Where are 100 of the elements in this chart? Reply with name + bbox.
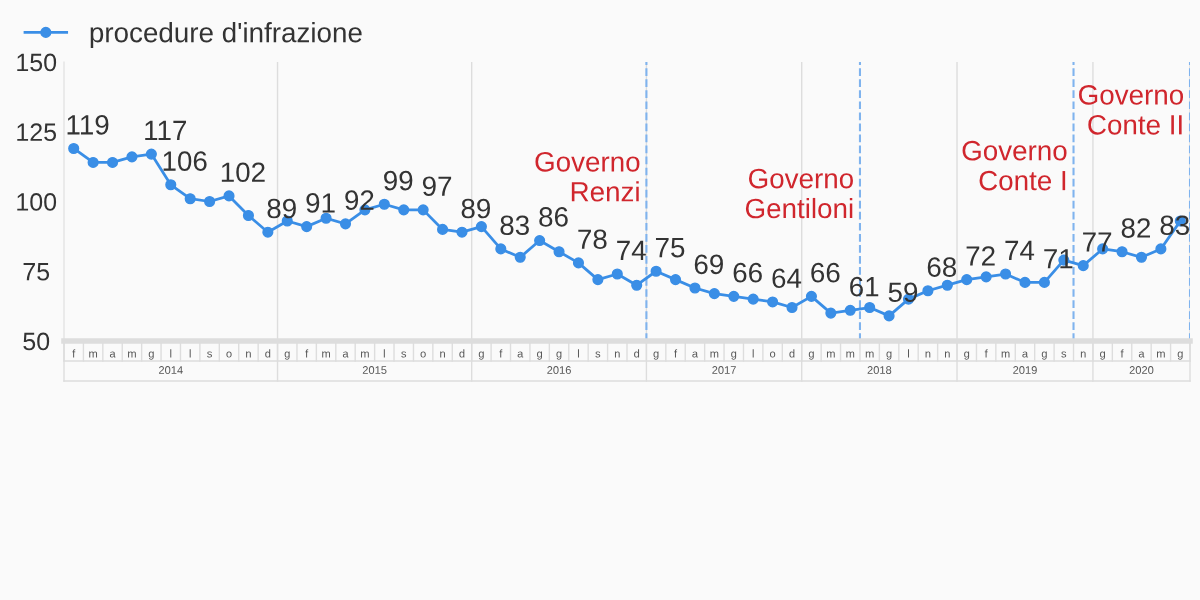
x-tick-label: a — [342, 351, 349, 358]
x-tick-label: n — [440, 351, 445, 358]
legend-label: procedure d'infrazione — [90, 22, 362, 48]
data-label: 74 — [617, 240, 646, 260]
x-tick-label: m — [846, 351, 855, 358]
x-tick-label: g — [556, 351, 562, 360]
x-tick-label: m — [826, 351, 835, 358]
point — [1038, 276, 1050, 288]
point — [961, 274, 973, 286]
x-tick-label: a — [517, 351, 524, 358]
y-tick-label: 100 — [17, 193, 57, 211]
x-tick-label: m — [710, 351, 719, 358]
point — [844, 304, 856, 316]
x-tick-label: f — [72, 349, 76, 358]
point — [669, 274, 682, 286]
data-label: 86 — [539, 207, 568, 227]
x-tick-label: a — [1138, 351, 1145, 358]
point — [106, 156, 119, 168]
point — [514, 251, 526, 263]
data-label: 102 — [221, 162, 265, 183]
annotation: Governo Gentiloni — [745, 168, 853, 219]
data-label: 66 — [733, 262, 762, 283]
data-label: 74 — [1005, 240, 1035, 260]
point — [339, 218, 352, 230]
point — [204, 195, 216, 208]
x-tick-label: d — [789, 349, 795, 358]
point — [242, 209, 254, 222]
x-tick-label: l — [908, 349, 909, 358]
point — [262, 226, 274, 238]
text: 2020 — [1129, 366, 1154, 374]
text: 2015 — [362, 366, 387, 374]
x-tick-label: f — [499, 349, 503, 358]
point — [1077, 260, 1089, 272]
point — [145, 148, 157, 160]
point — [223, 190, 235, 202]
point — [747, 293, 759, 305]
data-label: 82 — [1121, 218, 1150, 238]
x-tick-label: g — [148, 351, 154, 360]
x-tick-label: g — [1100, 351, 1106, 360]
x-tick-label: o — [420, 351, 426, 358]
x-tick-label: g — [731, 351, 737, 360]
point — [1116, 246, 1128, 258]
x-tick-label: o — [769, 351, 776, 358]
y-tick-label: 125 — [17, 123, 57, 142]
point — [1019, 276, 1031, 288]
point — [417, 204, 429, 216]
x-tick-label: m — [1001, 351, 1010, 358]
point — [825, 307, 837, 319]
x-tick-label: l — [383, 349, 385, 358]
data-label: 59 — [888, 282, 918, 303]
data-label: 89 — [461, 198, 491, 219]
x-tick-label: f — [984, 349, 988, 358]
data-label: 78 — [578, 229, 607, 250]
x-tick-label: a — [1022, 351, 1029, 358]
point — [1135, 251, 1148, 263]
data-label: 99 — [384, 170, 413, 191]
point — [592, 274, 604, 286]
x-tick-label: d — [634, 349, 640, 358]
x-tick-label: g — [1041, 351, 1047, 360]
text: 2014 — [158, 366, 183, 374]
x-tick-label: g — [537, 351, 543, 360]
point — [184, 193, 196, 205]
x-tick-label: m — [128, 351, 136, 358]
point — [534, 235, 546, 247]
x-tick-label: m — [361, 351, 369, 358]
data-label: 89 — [267, 198, 296, 219]
point — [883, 310, 895, 322]
data-label: 64 — [772, 268, 802, 289]
data-label: 91 — [306, 193, 335, 213]
point — [68, 142, 80, 155]
data-label: 72 — [966, 246, 995, 266]
point — [728, 290, 740, 302]
point — [126, 151, 138, 163]
data-label: 97 — [422, 176, 452, 197]
annotation: Governo Renzi — [535, 152, 640, 202]
point — [631, 279, 643, 291]
x-tick-label: g — [964, 351, 970, 360]
point — [495, 243, 507, 255]
x-tick-label: s — [1061, 351, 1067, 358]
data-label: 117 — [145, 120, 187, 140]
point — [301, 221, 313, 233]
x-tick-label: n — [614, 351, 620, 358]
data-label: 77 — [1083, 232, 1112, 252]
data-label: 92 — [345, 190, 374, 210]
x-tick-label: s — [595, 351, 601, 358]
x-tick-label: l — [170, 349, 172, 358]
x-tick-label: g — [284, 351, 290, 360]
x-tick-label: f — [674, 349, 678, 358]
point — [767, 296, 779, 308]
x-tick-label: s — [207, 351, 212, 358]
x-tick-label: l — [189, 349, 191, 358]
data-label: 83 — [500, 215, 529, 236]
point — [553, 246, 565, 258]
point — [941, 279, 953, 291]
x-tick-label: n — [925, 351, 931, 358]
point — [572, 257, 585, 269]
x-tick-label: n — [246, 351, 251, 358]
x-tick-label: g — [653, 351, 659, 360]
x-tick-label: l — [577, 349, 579, 358]
x-tick-label: g — [1177, 351, 1183, 360]
